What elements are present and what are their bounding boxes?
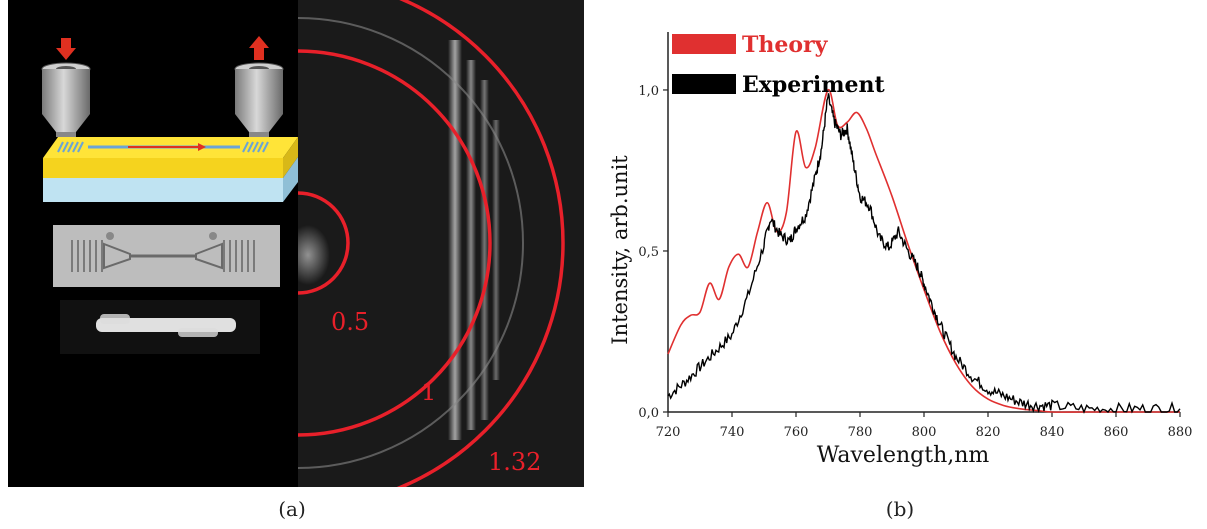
legend-swatch-experiment xyxy=(672,74,736,94)
x-tick-label: 740 xyxy=(720,425,745,440)
far-field-stripe xyxy=(480,80,489,420)
far-field-stripe xyxy=(492,120,500,380)
legend-swatch-theory xyxy=(672,34,736,54)
ring-label-1-32: 1.32 xyxy=(488,448,541,476)
aperture-ring xyxy=(298,17,524,469)
y-tick-label: 0,5 xyxy=(638,245,659,260)
ring-0-5 xyxy=(298,191,350,295)
ring-label-1: 1 xyxy=(421,378,436,406)
panel-b: 720 740 760 780 800 820 840 860 880 0,0 0,5 1,0 The… xyxy=(600,0,1200,487)
legend-label-experiment: Experiment xyxy=(742,72,885,98)
caption-b: (b) xyxy=(885,497,915,521)
near-field-image xyxy=(60,300,260,354)
waveguide-micrograph xyxy=(53,225,280,287)
x-tick-label: 880 xyxy=(1168,425,1193,440)
x-tick-label: 780 xyxy=(848,425,873,440)
x-tick-label: 800 xyxy=(912,425,937,440)
y-tick-label: 1,0 xyxy=(638,84,659,99)
arrow-up-icon xyxy=(249,36,269,60)
ring-1-32 xyxy=(396,0,565,487)
x-axis-label: Wavelength,nm xyxy=(817,443,990,468)
series-line-theory xyxy=(667,89,1180,413)
far-field-stripe xyxy=(448,40,462,440)
x-tick-label: 720 xyxy=(656,425,681,440)
caption-a: (a) xyxy=(278,497,306,521)
panel-a: 0.5 1 1.32 xyxy=(8,0,584,487)
y-tick-label: 0,0 xyxy=(638,406,659,421)
y-axis-label: Intensity, arb.unit xyxy=(608,155,632,345)
panel-a-graphic: 0.5 1 1.32 xyxy=(41,0,584,487)
x-tick-label: 820 xyxy=(976,425,1001,440)
input-objective-icon xyxy=(41,62,91,137)
ring-1 xyxy=(298,49,492,437)
output-objective-icon xyxy=(234,62,284,137)
chip-schematic xyxy=(43,137,298,202)
legend-label-theory: Theory xyxy=(742,32,829,58)
x-tick-label: 860 xyxy=(1104,425,1129,440)
far-field-stripe xyxy=(466,60,476,430)
far-field-image xyxy=(298,0,584,487)
chart-legend: Theory Experiment xyxy=(672,32,885,98)
x-tick-label: 840 xyxy=(1040,425,1065,440)
chart-series xyxy=(667,89,1181,414)
chart-ticks: 720 740 760 780 800 820 840 860 880 0,0 0,5 1,0 xyxy=(638,84,1192,440)
x-tick-label: 760 xyxy=(784,425,809,440)
far-field-spot xyxy=(298,225,330,285)
spectrum-chart: 720 740 760 780 800 820 840 860 880 0,0 0,5 1,0 The… xyxy=(608,32,1192,468)
series-line-experiment xyxy=(667,93,1181,414)
ring-label-0-5: 0.5 xyxy=(331,308,369,336)
arrow-down-icon xyxy=(56,38,76,60)
